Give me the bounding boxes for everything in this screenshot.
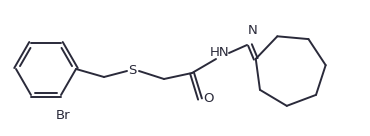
Text: S: S xyxy=(128,64,136,76)
Text: O: O xyxy=(204,92,214,106)
Text: HN: HN xyxy=(210,47,230,60)
Text: N: N xyxy=(248,24,258,38)
Text: Br: Br xyxy=(56,109,70,122)
